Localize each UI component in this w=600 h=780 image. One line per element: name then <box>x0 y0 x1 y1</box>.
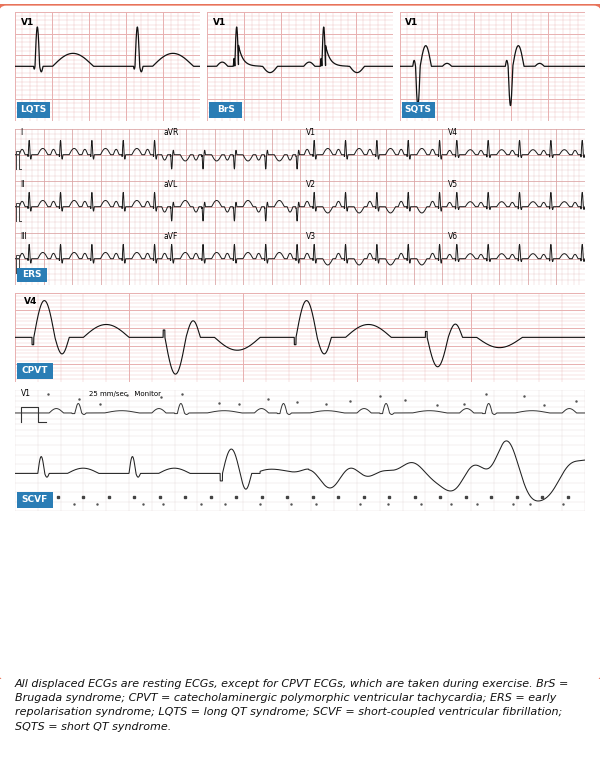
Text: V4: V4 <box>448 128 458 137</box>
Text: I: I <box>20 128 23 137</box>
Text: II: II <box>20 180 25 189</box>
FancyBboxPatch shape <box>400 101 437 119</box>
Text: V1: V1 <box>20 388 31 398</box>
Text: BrS: BrS <box>217 105 235 114</box>
Text: SQTS: SQTS <box>404 105 431 114</box>
FancyBboxPatch shape <box>15 267 49 282</box>
Text: aVF: aVF <box>163 232 178 241</box>
Text: aVR: aVR <box>163 128 179 137</box>
Text: V1: V1 <box>213 18 226 27</box>
FancyBboxPatch shape <box>14 491 55 509</box>
Text: CPVT: CPVT <box>22 367 48 375</box>
Text: SCVF: SCVF <box>22 495 48 504</box>
Text: V1: V1 <box>306 128 316 137</box>
FancyBboxPatch shape <box>207 101 244 119</box>
Text: V5: V5 <box>448 180 458 189</box>
FancyBboxPatch shape <box>14 363 55 380</box>
Text: V4: V4 <box>23 297 37 307</box>
FancyBboxPatch shape <box>15 101 52 119</box>
Text: V3: V3 <box>306 232 316 241</box>
Text: ERS: ERS <box>22 270 41 278</box>
Text: V1: V1 <box>20 18 34 27</box>
Text: V1: V1 <box>406 18 419 27</box>
Text: V2: V2 <box>306 180 316 189</box>
Text: 25 mm/sec   Monitor: 25 mm/sec Monitor <box>89 391 161 396</box>
Text: III: III <box>20 232 28 241</box>
Text: LQTS: LQTS <box>20 105 46 114</box>
Text: V6: V6 <box>448 232 458 241</box>
FancyBboxPatch shape <box>0 4 600 682</box>
Text: All displaced ECGs are resting ECGs, except for CPVT ECGs, which are taken durin: All displaced ECGs are resting ECGs, exc… <box>15 679 569 732</box>
Text: aVL: aVL <box>163 180 178 189</box>
